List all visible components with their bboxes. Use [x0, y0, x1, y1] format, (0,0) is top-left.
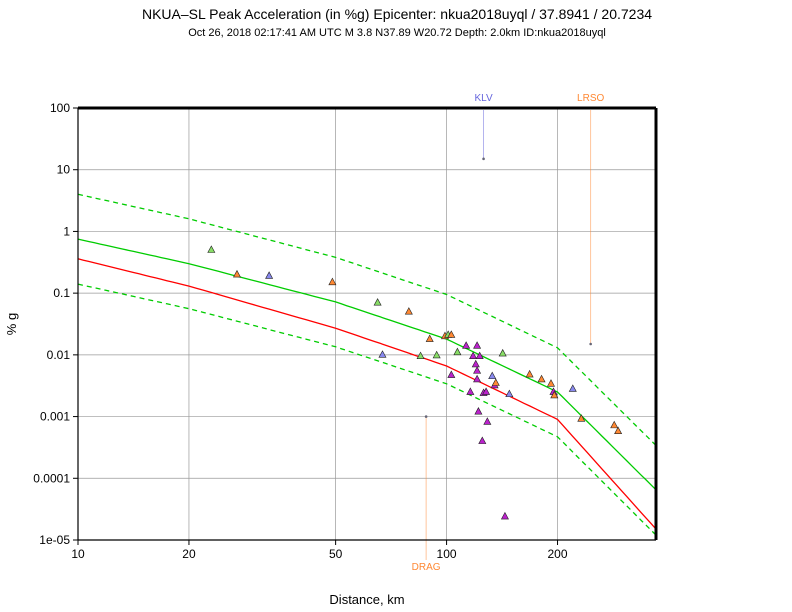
station-point	[525, 369, 534, 378]
y-axis-ticks: 1e-05 0.0001 0.001 0.01 0.1 1 10 100	[33, 101, 78, 547]
flag-label: LRSO	[577, 93, 604, 104]
x-axis-label: Distance, km	[329, 592, 404, 607]
curve-lower	[77, 283, 657, 536]
station-point	[610, 420, 619, 429]
station-point	[482, 387, 491, 395]
station-point	[462, 341, 471, 349]
flag-point	[424, 415, 428, 418]
station-point	[473, 341, 482, 349]
plot-frame	[77, 106, 658, 541]
plot-area	[78, 108, 656, 540]
station-point	[568, 384, 577, 392]
station-point	[473, 366, 482, 374]
station-point	[453, 347, 462, 356]
station-point	[373, 298, 382, 306]
station-point	[474, 407, 483, 415]
y-tick-label: 100	[50, 101, 70, 115]
station-point	[471, 359, 480, 368]
station-point	[498, 348, 507, 357]
station-point	[447, 370, 456, 378]
station-point	[537, 374, 546, 383]
station-point	[378, 350, 387, 358]
station-point	[500, 511, 509, 520]
station-point	[491, 378, 500, 386]
chart-subtitle: Oct 26, 2018 02:17:41 AM UTC M 3.8 N37.8…	[188, 27, 606, 39]
station-point	[469, 351, 478, 360]
y-tick-label: 1e-05	[39, 533, 70, 547]
station-point	[505, 389, 514, 398]
y-tick-label: 1	[63, 224, 70, 238]
y-tick-label: 0.1	[53, 286, 70, 300]
station-point	[550, 390, 559, 399]
x-tick-label: 100	[437, 547, 457, 561]
station-point	[432, 350, 441, 359]
y-tick-label: 0.0001	[33, 471, 70, 485]
station-point	[416, 351, 425, 360]
flag-label: DRAG	[412, 562, 441, 573]
station-point	[488, 371, 497, 380]
curve-reference	[77, 258, 657, 530]
y-tick-label: 0.001	[40, 410, 70, 424]
station-point	[478, 436, 487, 444]
y-tick-label: 0.01	[47, 348, 71, 362]
chart-title: NKUA–SL Peak Acceleration (in %g) Epicen…	[142, 6, 652, 22]
station-point	[232, 269, 241, 278]
flag-point	[482, 157, 485, 161]
station-point	[404, 307, 413, 315]
station-point	[546, 379, 555, 387]
station-point	[475, 351, 484, 360]
station-point	[447, 330, 456, 338]
x-tick-label: 200	[548, 547, 568, 561]
station-point	[614, 426, 623, 434]
station-point	[328, 277, 337, 286]
flagged-stations: KLV LRSO DRAG	[412, 93, 605, 573]
x-axis-ticks: 10 20 50 100 200	[71, 540, 568, 561]
gmpe-curves	[77, 193, 657, 536]
station-point	[473, 374, 482, 383]
flag-label: KLV	[474, 93, 492, 104]
y-tick-label: 10	[57, 163, 71, 177]
station-points	[207, 245, 623, 520]
station-point	[483, 417, 492, 425]
x-tick-label: 20	[182, 547, 196, 561]
station-point	[207, 245, 216, 253]
station-point	[577, 414, 586, 422]
station-point	[466, 387, 475, 395]
station-point	[265, 271, 274, 279]
grid	[78, 108, 656, 540]
flag-point	[589, 342, 592, 346]
curve-median	[77, 238, 657, 491]
x-tick-label: 10	[71, 547, 85, 561]
x-tick-label: 50	[329, 547, 343, 561]
curve-upper	[77, 193, 657, 446]
station-point	[425, 334, 434, 342]
y-axis-label: % g	[4, 313, 19, 335]
